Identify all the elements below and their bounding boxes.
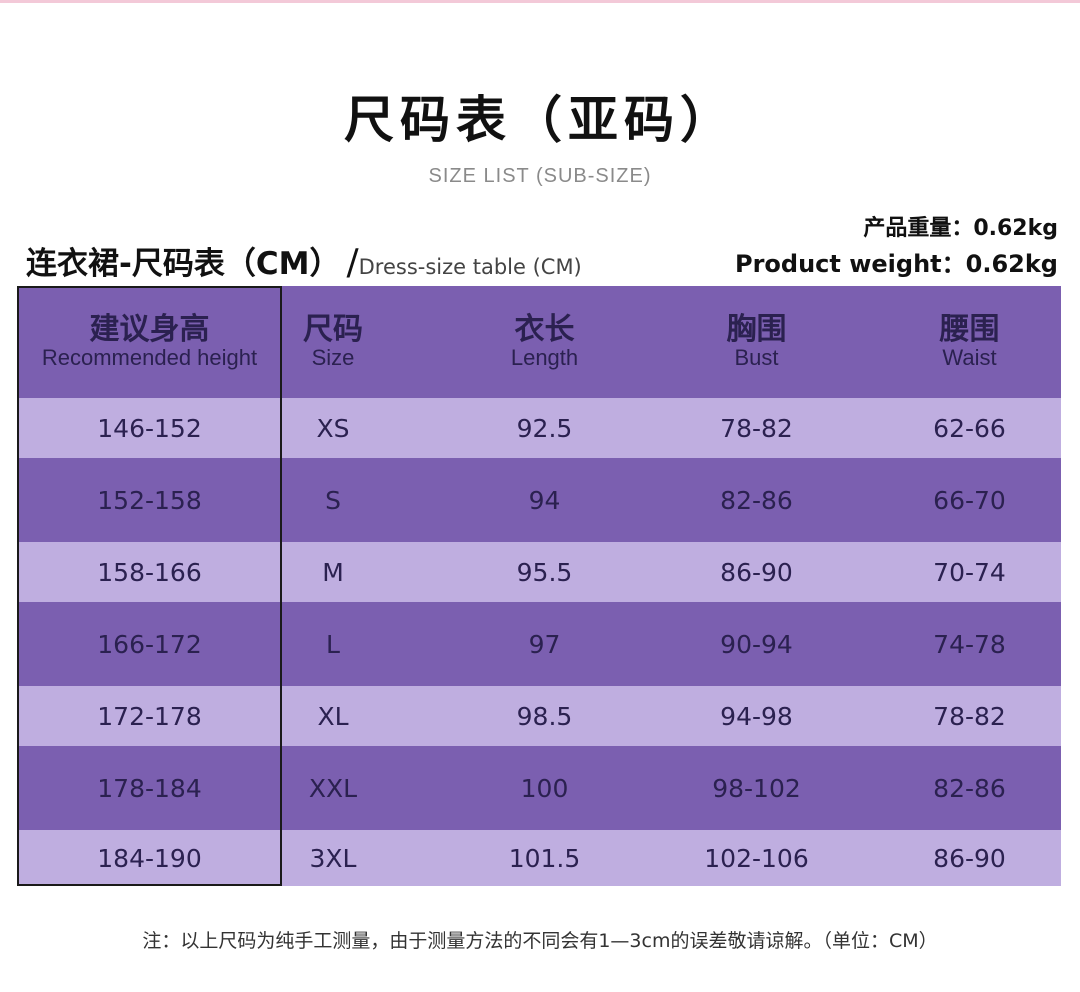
header-label-en: Size xyxy=(311,345,355,370)
cell-size: XL xyxy=(317,701,349,731)
cell-length: 101.5 xyxy=(508,843,581,873)
measurement-note: 注：以上尺码为纯手工测量，由于测量方法的不同会有1—3cm的误差敬请谅解。（单位… xyxy=(142,930,938,952)
table-row: 166-172 L 97 90-94 74-78 xyxy=(17,602,1061,686)
cell-length: 98.5 xyxy=(516,701,573,731)
cell-waist: 86-90 xyxy=(933,843,1006,873)
cell-bust: 98-102 xyxy=(712,773,801,803)
top-accent-line xyxy=(0,0,1080,3)
cell-waist: 74-78 xyxy=(933,629,1006,659)
header-label-cn: 建议身高 xyxy=(89,312,210,347)
cell-size: XXL xyxy=(308,773,358,803)
cell-bust: 90-94 xyxy=(720,629,793,659)
cell-size: 3XL xyxy=(309,843,357,873)
header-length: 衣长 Length xyxy=(437,286,652,398)
cell-waist: 70-74 xyxy=(933,557,1006,587)
header-label-en: Bust xyxy=(734,345,779,370)
cell-length: 95.5 xyxy=(516,557,573,587)
cell-size: M xyxy=(322,557,344,587)
header-label-cn: 胸围 xyxy=(726,312,787,347)
table-row: 152-158 S 94 82-86 66-70 xyxy=(17,458,1061,542)
cell-bust: 78-82 xyxy=(720,413,793,443)
cell-bust: 86-90 xyxy=(720,557,793,587)
cell-bust: 82-86 xyxy=(720,485,793,515)
header-size: 尺码 Size xyxy=(282,286,384,398)
cell-waist: 78-82 xyxy=(933,701,1006,731)
header-label-cn: 腰围 xyxy=(939,312,1000,347)
table-row: 184-190 3XL 101.5 102-106 86-90 xyxy=(17,830,1061,886)
header-bust: 胸围 Bust xyxy=(649,286,864,398)
cell-length: 92.5 xyxy=(516,413,573,443)
header-label-cn: 尺码 xyxy=(303,312,363,347)
cell-height: 184-190 xyxy=(97,843,202,873)
cell-height: 158-166 xyxy=(97,557,202,587)
header-waist: 腰围 Waist xyxy=(862,286,1077,398)
table-row: 178-184 XXL 100 98-102 82-86 xyxy=(17,746,1061,830)
cell-height: 172-178 xyxy=(97,701,202,731)
cell-length: 97 xyxy=(528,629,561,659)
header-label-cn: 衣长 xyxy=(514,312,575,347)
header-label-en: Recommended height xyxy=(41,345,258,370)
cell-size: S xyxy=(325,485,341,515)
table-row: 158-166 M 95.5 86-90 70-74 xyxy=(17,542,1061,602)
table-title-en: Dress-size table (CM) xyxy=(358,255,582,279)
cell-length: 100 xyxy=(520,773,569,803)
page-subtitle: SIZE LIST (SUB-SIZE) xyxy=(428,165,652,187)
cell-height: 146-152 xyxy=(97,413,202,443)
page-title: 尺码表（亚码） xyxy=(344,90,736,149)
cell-waist: 66-70 xyxy=(933,485,1006,515)
table-header-row: 建议身高 Recommended height 尺码 Size 衣长 Lengt… xyxy=(17,286,1061,398)
cell-bust: 102-106 xyxy=(704,843,809,873)
header-recommended-height: 建议身高 Recommended height xyxy=(17,286,282,398)
size-table: 建议身高 Recommended height 尺码 Size 衣长 Lengt… xyxy=(17,286,1061,886)
cell-height: 166-172 xyxy=(97,629,202,659)
cell-waist: 82-86 xyxy=(933,773,1006,803)
table-title: 连衣裙-尺码表（CM）/Dress-size table (CM) xyxy=(26,238,582,283)
cell-bust: 94-98 xyxy=(720,701,793,731)
table-row: 172-178 XL 98.5 94-98 78-82 xyxy=(17,686,1061,746)
table-row: 146-152 XS 92.5 78-82 62-66 xyxy=(17,398,1061,458)
header-label-en: Length xyxy=(510,345,579,370)
table-title-slash: / xyxy=(346,242,359,283)
cell-size: L xyxy=(326,629,340,659)
product-weight-cn: 产品重量：0.62kg xyxy=(863,216,1058,241)
product-weight-en: Product weight：0.62kg xyxy=(734,250,1058,278)
table-title-cn: 连衣裙-尺码表（CM） xyxy=(26,246,341,282)
cell-length: 94 xyxy=(528,485,561,515)
cell-height: 178-184 xyxy=(97,773,202,803)
header-label-en: Waist xyxy=(942,345,997,370)
cell-waist: 62-66 xyxy=(933,413,1006,443)
cell-size: XS xyxy=(316,413,350,443)
cell-height: 152-158 xyxy=(97,485,202,515)
